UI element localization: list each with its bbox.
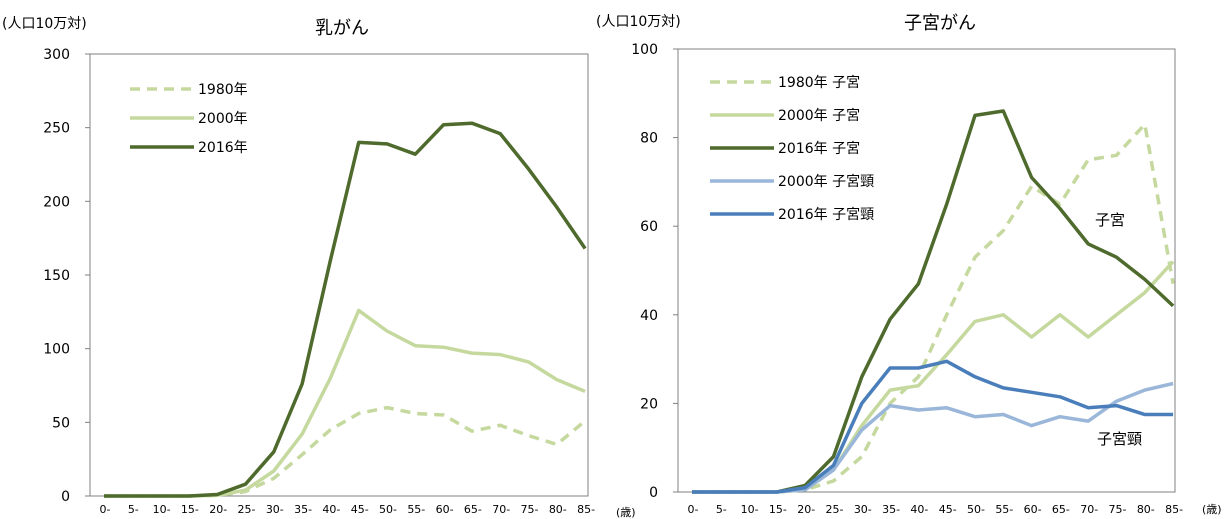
annotation-label: 子宮頸 <box>1097 430 1142 448</box>
x-tick-label: 50- <box>379 503 397 516</box>
x-tick-label: 50- <box>967 503 985 516</box>
x-tick-label: 55- <box>995 503 1013 516</box>
x-tick-label: 60- <box>1024 503 1042 516</box>
x-tick-label: 75- <box>521 503 539 516</box>
x-tick-label: 10- <box>741 503 759 516</box>
x-tick-label: 80- <box>1137 503 1155 516</box>
y-tick-label: 100 <box>631 42 658 58</box>
series-line-1 <box>104 308 586 498</box>
x-tick-label: 75- <box>1109 503 1127 516</box>
x-tick-label: 45- <box>939 503 957 516</box>
x-tick-label: 30- <box>266 503 284 516</box>
x-tick-label: 45- <box>351 503 369 516</box>
y-tick-label: 20 <box>640 396 658 412</box>
y-tick-label: 0 <box>649 485 658 501</box>
y-tick-label: 60 <box>640 219 658 235</box>
legend-label-0: 1980年 子宮 <box>778 75 860 91</box>
y-tick-label: 250 <box>43 121 70 137</box>
x-tick-label: 65- <box>1052 503 1070 516</box>
series-line-2 <box>104 121 587 498</box>
plot-area-frame <box>677 48 1176 493</box>
x-tick-label: 85- <box>577 503 595 516</box>
y-tick-label: 150 <box>43 268 70 284</box>
y-tick-label: 40 <box>640 308 658 324</box>
x-tick-label: 25- <box>826 503 844 516</box>
y-tick-label: 200 <box>43 194 70 210</box>
series-line-0 <box>692 122 1175 494</box>
x-axis-label: (歳) <box>616 506 636 519</box>
x-tick-label: 85- <box>1165 503 1183 516</box>
legend-label-3: 2000年 子宮頸 <box>778 174 874 190</box>
legend-label-2: 2016年 <box>198 140 248 156</box>
legend-label-2: 2016年 子宮 <box>778 141 860 157</box>
x-tick-label: 5- <box>716 503 727 516</box>
x-tick-label: 20- <box>209 503 227 516</box>
y-tick-label: 0 <box>61 489 70 505</box>
y-axis-label: (人口10万対) <box>596 14 681 30</box>
x-tick-label: 0- <box>688 503 699 516</box>
x-tick-label: 40- <box>910 503 928 516</box>
legend-label-1: 2000年 子宮 <box>778 108 860 124</box>
x-tick-label: 60- <box>436 503 454 516</box>
plot-area-frame <box>89 53 589 497</box>
x-tick-label: 5- <box>128 503 139 516</box>
x-tick-label: 70- <box>1080 503 1098 516</box>
x-axis-label: (歳) <box>1202 503 1222 516</box>
series-line-4 <box>692 359 1174 494</box>
x-tick-label: 65- <box>464 503 482 516</box>
x-tick-label: 30- <box>854 503 872 516</box>
x-tick-label: 15- <box>181 503 199 516</box>
x-tick-label: 55- <box>407 503 425 516</box>
series-line-1 <box>692 260 1175 494</box>
series-line-0 <box>104 405 587 498</box>
legend-label-0: 1980年 <box>198 82 248 98</box>
x-tick-label: 80- <box>549 503 567 516</box>
x-tick-label: 0- <box>100 503 111 516</box>
x-tick-label: 15- <box>769 503 787 516</box>
y-tick-label: 100 <box>43 342 70 358</box>
legend-label-1: 2000年 <box>198 111 248 127</box>
x-tick-label: 25- <box>238 503 256 516</box>
x-tick-label: 35- <box>294 503 312 516</box>
x-tick-label: 20- <box>797 503 815 516</box>
x-tick-label: 10- <box>153 503 171 516</box>
y-tick-label: 300 <box>43 47 70 63</box>
chart-title: 子宮がん <box>904 13 976 34</box>
legend-label-4: 2016年 子宮頸 <box>778 207 874 223</box>
chart-title: 乳がん <box>315 18 369 39</box>
annotation-label: 子宮 <box>1095 211 1125 229</box>
x-tick-label: 40- <box>322 503 340 516</box>
y-tick-label: 50 <box>52 415 70 431</box>
y-tick-label: 80 <box>640 131 658 147</box>
y-axis-label: (人口10万対) <box>2 16 87 32</box>
x-tick-label: 35- <box>882 503 900 516</box>
x-tick-label: 70- <box>492 503 510 516</box>
